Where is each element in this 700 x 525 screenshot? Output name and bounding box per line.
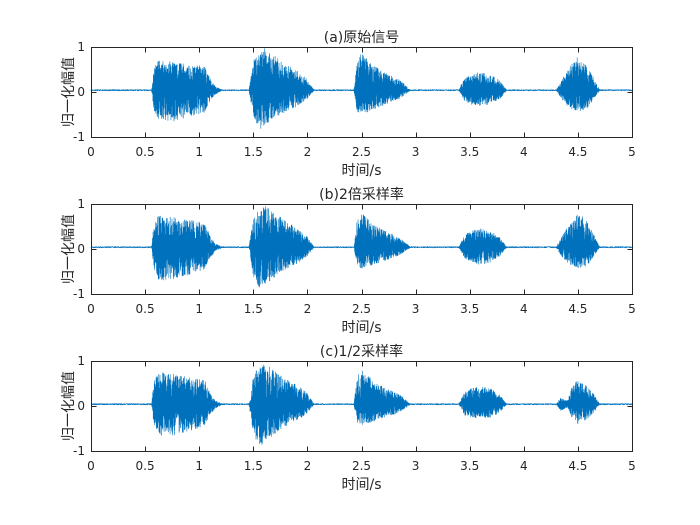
y-tick-label: 1 [77, 354, 85, 368]
x-tick-label: 3 [412, 302, 420, 316]
x-tick-label: 1.5 [244, 459, 263, 473]
y-tick-label: 0 [77, 85, 85, 99]
plot-title: (c)1/2采样率 [320, 343, 403, 360]
y-axis-label: 归一化幅值 [60, 214, 77, 284]
x-tick-label: 3 [412, 459, 420, 473]
x-tick-label: 5 [628, 459, 636, 473]
x-tick-label: 0 [87, 302, 95, 316]
x-tick-label: 3 [412, 145, 420, 159]
plot-title: (b)2倍采样率 [319, 186, 404, 203]
subplot-a: 0 0.5 1 1.5 2 2.5 3 3.5 4 4.5 5-101(a)原始信号时间/s归一化幅… [60, 30, 636, 179]
x-tick-label: 1.5 [244, 145, 263, 159]
y-tick-label: 1 [77, 197, 85, 211]
x-tick-label: 2.5 [352, 459, 371, 473]
x-tick-label: 3.5 [460, 459, 479, 473]
x-tick-label: 2 [304, 459, 312, 473]
x-axis-label: 时间/s [341, 320, 381, 336]
subplot-c: 0 0.5 1 1.5 2 2.5 3 3.5 4 4.5 5-101(c)1/2采样率时间/s归一… [60, 343, 636, 493]
x-tick-label: 4.5 [568, 302, 587, 316]
x-tick-label: 2.5 [352, 302, 371, 316]
x-tick-label: 5 [628, 302, 636, 316]
x-tick-label: 3.5 [460, 145, 479, 159]
x-tick-label: 0.5 [136, 302, 155, 316]
x-tick-label: 4 [520, 302, 528, 316]
x-tick-label: 0.5 [136, 459, 155, 473]
y-tick-label: 0 [77, 399, 85, 413]
y-tick-label: 0 [77, 242, 85, 256]
x-tick-label: 1 [195, 302, 203, 316]
y-axis-label: 归一化幅值 [60, 371, 77, 441]
y-axis-label: 归一化幅值 [60, 57, 77, 127]
subplot-b: 0 0.5 1 1.5 2 2.5 3 3.5 4 4.5 5-101(b)2倍采样率时间/s归一化… [60, 186, 636, 336]
x-axis-label: 时间/s [341, 163, 381, 179]
waveform-line [90, 206, 633, 288]
y-tick-label: -1 [73, 444, 85, 458]
x-tick-label: 2 [304, 302, 312, 316]
x-tick-label: 3.5 [460, 302, 479, 316]
x-tick-label: 4 [520, 459, 528, 473]
y-tick-label: -1 [73, 287, 85, 301]
waveform-line [90, 48, 633, 129]
x-tick-label: 4 [520, 145, 528, 159]
waveform-line [90, 364, 633, 445]
y-tick-label: -1 [73, 130, 85, 144]
x-tick-label: 0.5 [136, 145, 155, 159]
x-tick-label: 1 [195, 459, 203, 473]
y-tick-label: 1 [77, 40, 85, 54]
x-tick-label: 1.5 [244, 302, 263, 316]
x-tick-label: 2.5 [352, 145, 371, 159]
x-tick-label: 4.5 [568, 459, 587, 473]
x-tick-label: 4.5 [568, 145, 587, 159]
x-tick-label: 2 [304, 145, 312, 159]
x-tick-label: 5 [628, 145, 636, 159]
x-tick-label: 0 [87, 145, 95, 159]
x-tick-label: 1 [195, 145, 203, 159]
x-axis-label: 时间/s [341, 477, 381, 493]
x-tick-label: 0 [87, 459, 95, 473]
plot-title: (a)原始信号 [324, 30, 400, 46]
